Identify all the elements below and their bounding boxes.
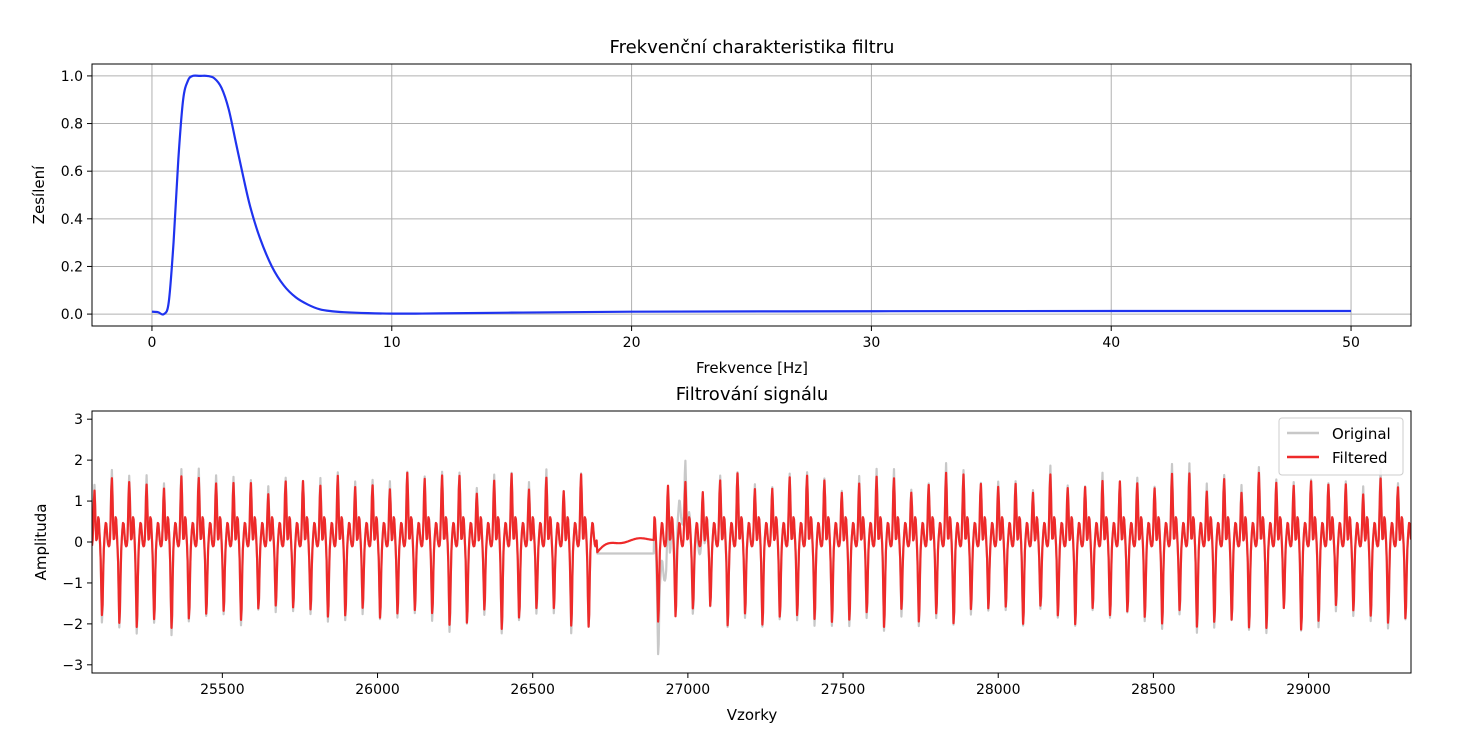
chart1-x-ticks: 0 10 20 30 40 50 (147, 326, 1360, 351)
filtered-signal-line (92, 471, 1411, 631)
chart2-x-ticks: 25500 26000 26500 27000 27500 28000 28500 29000 (200, 673, 1331, 698)
chart2-y-tick-label: 1 (74, 494, 83, 510)
chart2-x-tick-label: 26000 (355, 682, 400, 698)
chart1-y-axis-label: Zesílení (30, 165, 48, 224)
chart2-y-tick-label: −2 (62, 617, 83, 633)
chart1-y-tick-label: 0.4 (61, 212, 83, 228)
chart1-y-tick-label: 1.0 (61, 69, 83, 85)
chart2-y-axis-label: Amplituda (32, 504, 50, 581)
chart2-lines (92, 459, 1411, 656)
chart2-x-tick-label: 25500 (200, 682, 245, 698)
chart1-y-tick-label: 0.0 (61, 307, 83, 323)
chart2-y-tick-label: −1 (62, 576, 83, 592)
chart1-lines (151, 74, 1352, 316)
chart2-x-tick-label: 28000 (976, 682, 1021, 698)
chart1-grid (92, 64, 1411, 326)
chart1-y-tick-label: 0.8 (61, 117, 83, 133)
chart1-y-tick-label: 0.6 (61, 164, 83, 180)
signal-filtering-chart: Filtrování signálu 25500 26000 26500 27000 2… (32, 384, 1412, 724)
chart2-title: Filtrování signálu (676, 384, 829, 405)
legend-original-label: Original (1332, 425, 1391, 443)
chart2-y-tick-label: 2 (74, 453, 83, 469)
legend-filtered-label: Filtered (1332, 449, 1388, 467)
chart2-x-tick-label: 26500 (510, 682, 555, 698)
chart1-x-tick-label: 10 (383, 335, 401, 351)
chart1-y-tick-label: 0.2 (61, 259, 83, 275)
chart1-x-axis-label: Frekvence [Hz] (696, 359, 808, 377)
chart2-y-ticks: −3 −2 −1 0 1 2 3 (62, 412, 92, 674)
chart2-y-tick-label: 0 (74, 535, 83, 551)
chart2-x-tick-label: 29000 (1286, 682, 1331, 698)
chart2-x-tick-label: 28500 (1131, 682, 1176, 698)
chart1-x-tick-label: 30 (862, 335, 880, 351)
chart2-x-tick-label: 27500 (821, 682, 866, 698)
chart1-plot-frame (91, 63, 1412, 327)
chart1-x-tick-label: 50 (1342, 335, 1360, 351)
chart2-x-axis-label: Vzorky (727, 706, 778, 724)
chart2-y-tick-label: −3 (62, 658, 83, 674)
chart1-series-line (151, 74, 1352, 316)
chart1-title: Frekvenční charakteristika filtru (610, 37, 895, 58)
chart1-x-tick-label: 0 (147, 335, 156, 351)
chart1-x-tick-label: 20 (623, 335, 641, 351)
chart1-y-ticks: 0.0 0.2 0.4 0.6 0.8 1.0 (61, 69, 92, 323)
chart1-x-tick-label: 40 (1102, 335, 1120, 351)
frequency-response-chart: Frekvenční charakteristika filtru 0 10 20 3… (30, 37, 1412, 377)
chart2-y-tick-label: 3 (74, 412, 83, 428)
chart2-legend: Original Filtered (1278, 417, 1404, 476)
chart2-x-tick-label: 27000 (666, 682, 711, 698)
